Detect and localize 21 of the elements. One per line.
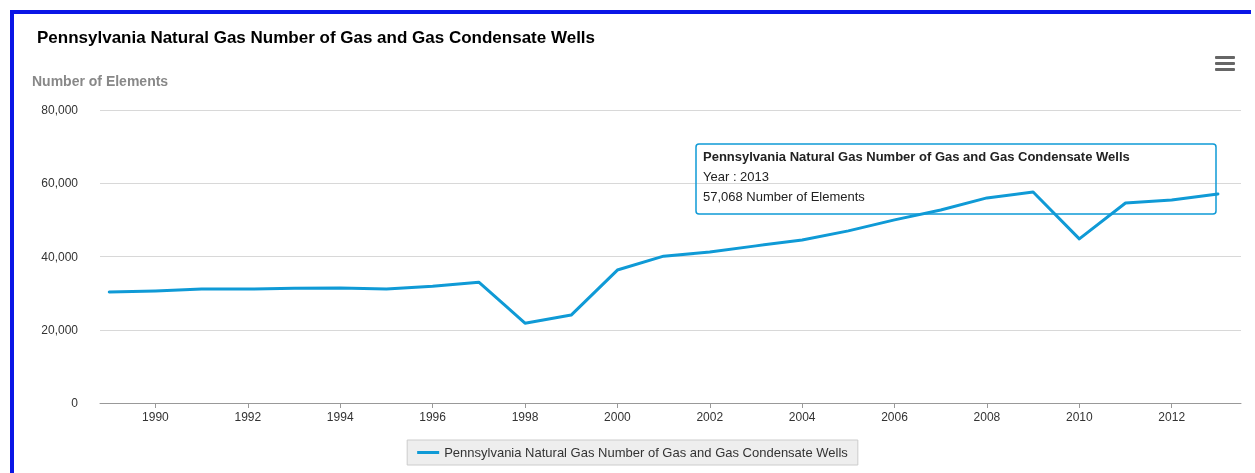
x-tick-label: 2008 (973, 410, 1001, 424)
x-tick-label: 1990 (142, 410, 170, 424)
y-tick-label: 60,000 (41, 176, 79, 191)
x-tick-label: 2010 (1065, 410, 1093, 424)
x-tick-label: 2012 (1158, 410, 1186, 424)
legend-label: Pennsylvania Natural Gas Number of Gas and Gas Condensate Wells (444, 445, 849, 460)
x-tick-label: 1992 (234, 410, 262, 424)
x-tick-label: 2006 (881, 410, 909, 424)
x-tick-label: 2002 (696, 410, 724, 424)
y-tick-label: 80,000 (41, 103, 79, 117)
x-tick-label: 1996 (419, 410, 447, 424)
annotation: Pennsylvania Natural Gas Number of Gas and Gas Condensate Wells Year : 2013 57,068 Number of Elements (703, 149, 1130, 204)
y-tick-label: 0 (71, 396, 79, 410)
y-axis-title: Number of Elements (32, 73, 169, 89)
x-tick-label: 2000 (604, 410, 632, 424)
x-tick-label: 2004 (788, 410, 816, 424)
y-tick-label: 40,000 (41, 249, 79, 264)
chart-title: Pennsylvania Natural Gas Number of Gas and Gas Condensate Wells (37, 28, 596, 47)
y-tick-label: 20,000 (41, 322, 79, 337)
x-tick-label: 1998 (511, 410, 539, 424)
x-tick-label: 1994 (326, 410, 354, 424)
